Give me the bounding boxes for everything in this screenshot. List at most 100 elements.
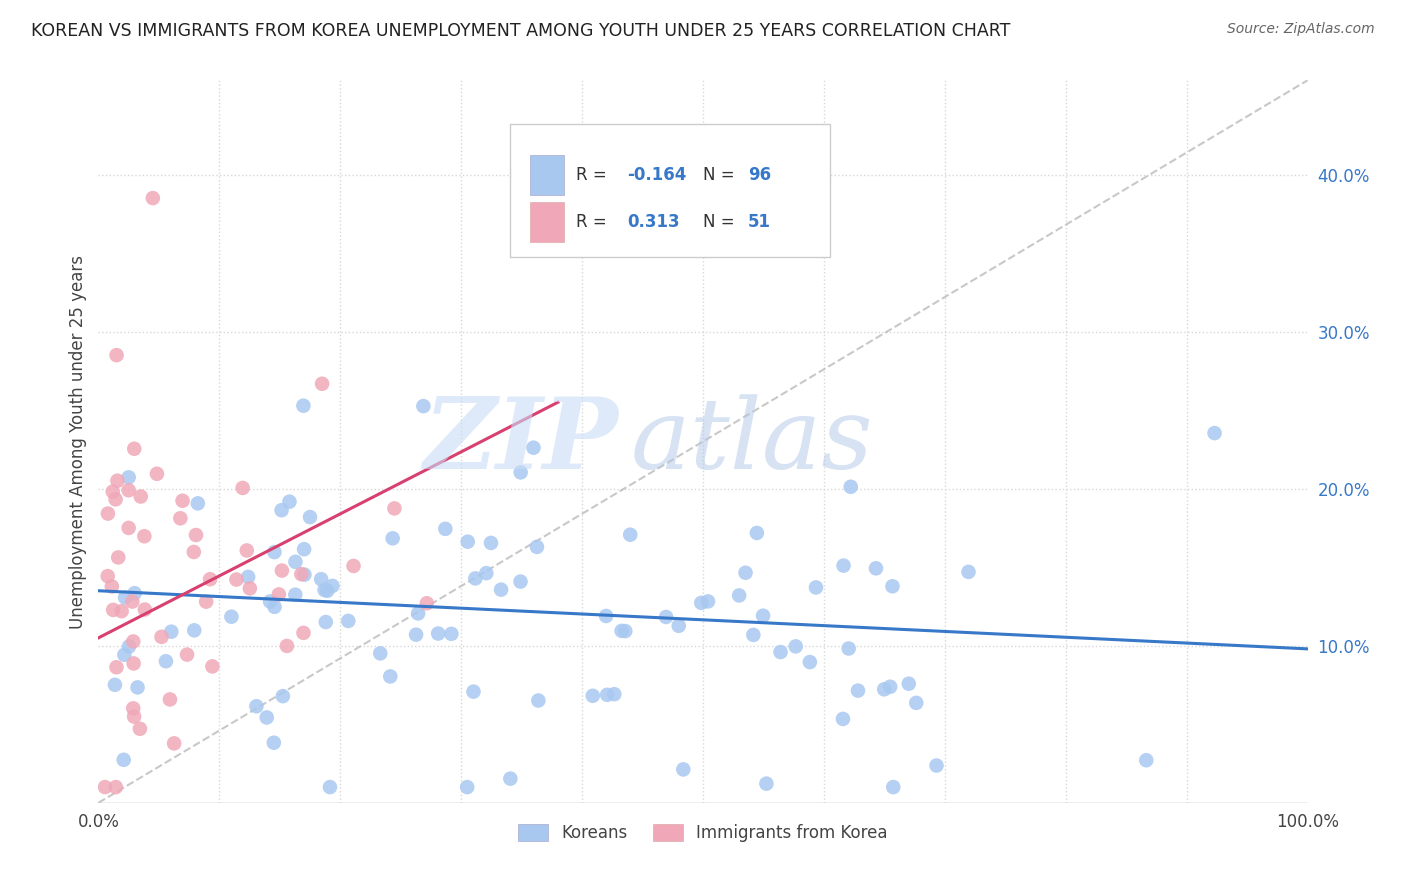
Point [176,648,198,662]
Point [105,660,128,674]
Point [440,627,463,641]
Point [728,589,751,603]
Point [104,492,127,507]
Point [832,558,855,573]
Point [368,646,391,660]
Point [195,594,218,608]
Point [159,692,181,706]
Point [169,511,191,525]
Point [905,696,928,710]
Point [94,780,117,794]
Point [957,565,980,579]
Point [752,608,775,623]
Point [271,689,294,703]
Point [221,609,243,624]
Point [672,763,695,777]
Point [124,586,146,600]
Text: 51: 51 [748,213,770,231]
Point [142,191,165,205]
Point [263,599,285,614]
Point [610,624,633,638]
Point [101,579,124,593]
Point [114,591,136,605]
Point [112,753,135,767]
Point [697,594,720,608]
Point [239,582,262,596]
Point [879,680,901,694]
Point [97,569,120,583]
Point [172,493,194,508]
Point [292,625,315,640]
Point [314,582,336,597]
Point [522,441,544,455]
Point [406,607,429,621]
Point [755,777,778,791]
Point [464,571,486,585]
Point [416,596,439,610]
Text: R =: R = [576,166,612,185]
Point [122,701,145,715]
Point [245,699,267,714]
Point [155,654,177,668]
Point [509,466,531,480]
Point [294,567,316,582]
Point [321,579,343,593]
Point [925,758,948,772]
Point [838,641,860,656]
Point [865,561,887,575]
Point [319,780,342,794]
Point [412,399,434,413]
Text: 0.313: 0.313 [627,213,679,231]
Point [434,522,457,536]
Point [526,540,548,554]
Point [276,639,298,653]
Y-axis label: Unemployment Among Youth under 25 years: Unemployment Among Youth under 25 years [69,254,87,629]
Point [742,628,765,642]
Point [134,602,156,616]
Point [315,615,337,629]
Point [668,619,690,633]
Point [290,567,312,582]
Text: KOREAN VS IMMIGRANTS FROM KOREA UNEMPLOYMENT AMONG YOUTH UNDER 25 YEARS CORRELAT: KOREAN VS IMMIGRANTS FROM KOREA UNEMPLOY… [31,22,1011,40]
Point [201,659,224,673]
Point [263,545,285,559]
Point [381,532,404,546]
Point [150,630,173,644]
Point [603,687,626,701]
Point [311,376,333,391]
Point [278,494,301,508]
Point [785,640,807,654]
Point [271,564,294,578]
Point [129,490,152,504]
Point [292,399,315,413]
Point [104,678,127,692]
Point [122,442,145,456]
Point [745,525,768,540]
Point [263,736,285,750]
Point [873,682,896,697]
Point [734,566,756,580]
Bar [530,202,564,242]
Point [284,555,307,569]
Point [619,527,641,541]
Point [118,640,141,654]
Point [882,780,904,794]
Point [799,655,821,669]
Point [160,624,183,639]
Point [127,681,149,695]
Point [804,581,827,595]
Text: Source: ZipAtlas.com: Source: ZipAtlas.com [1227,22,1375,37]
Point [846,683,869,698]
Point [839,480,862,494]
Point [384,501,406,516]
Point [380,669,402,683]
Point [655,610,678,624]
Point [267,587,290,601]
Point [316,583,339,598]
Point [97,507,120,521]
Point [284,588,307,602]
FancyBboxPatch shape [509,124,830,257]
Point [183,545,205,559]
Point [104,780,127,794]
Point [184,528,207,542]
